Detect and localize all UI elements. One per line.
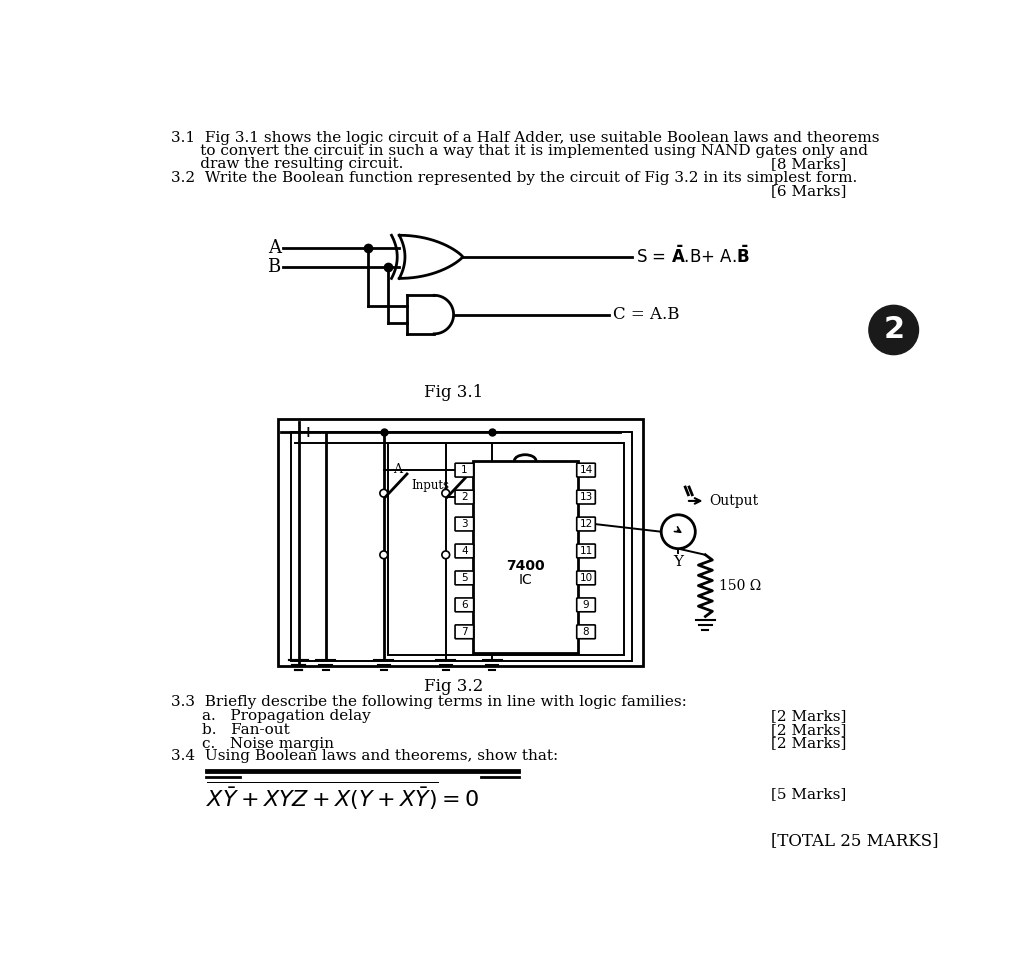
Text: Output: Output [710,494,759,508]
FancyBboxPatch shape [577,490,595,504]
Text: 7400: 7400 [506,559,545,574]
Text: [2 Marks]: [2 Marks] [771,723,847,737]
Text: [5 Marks]: [5 Marks] [771,787,847,802]
Text: [2 Marks]: [2 Marks] [771,736,847,751]
FancyBboxPatch shape [577,571,595,584]
Text: Fig 3.2: Fig 3.2 [424,678,483,695]
Text: Fig 3.1: Fig 3.1 [424,384,483,401]
Circle shape [380,551,388,558]
FancyBboxPatch shape [455,571,474,584]
Text: 10: 10 [580,573,593,582]
Text: 4: 4 [461,546,468,556]
Text: A: A [267,240,281,257]
Text: c.   Noise margin: c. Noise margin [202,736,334,751]
FancyBboxPatch shape [577,463,595,477]
Text: 3: 3 [461,519,468,529]
Text: b.   Fan-out: b. Fan-out [202,723,290,737]
Text: $\overline{X\bar{Y} + XYZ + X(Y + X\bar{Y})} = 0$: $\overline{X\bar{Y} + XYZ + X(Y + X\bar{… [206,780,478,812]
Text: to convert the circuit in such a way that it is implemented using NAND gates onl: to convert the circuit in such a way tha… [171,144,867,158]
Text: 7: 7 [461,627,468,637]
FancyBboxPatch shape [577,625,595,639]
Bar [473,461,578,653]
Text: 2: 2 [461,492,468,502]
FancyBboxPatch shape [455,544,474,558]
Text: 3.1  Fig 3.1 shows the logic circuit of a Half Adder, use suitable Boolean laws : 3.1 Fig 3.1 shows the logic circuit of a… [171,131,880,145]
Text: a.   Propagation delay: a. Propagation delay [202,709,371,723]
Circle shape [380,490,388,497]
Text: 2: 2 [883,316,904,345]
Text: +: + [302,425,314,440]
Text: 8: 8 [583,627,590,637]
Text: Y: Y [673,554,683,569]
Text: IC: IC [518,573,532,587]
FancyBboxPatch shape [455,625,474,639]
FancyBboxPatch shape [577,598,595,611]
Text: [6 Marks]: [6 Marks] [771,184,847,198]
Circle shape [442,490,450,497]
Polygon shape [434,296,454,334]
Text: A: A [393,464,402,476]
FancyBboxPatch shape [455,490,474,504]
Circle shape [869,305,919,355]
Text: draw the resulting circuit.: draw the resulting circuit. [171,157,403,172]
Text: S = $\mathbf{\bar{A}}$.B+ A.$\mathbf{\bar{B}}$: S = $\mathbf{\bar{A}}$.B+ A.$\mathbf{\ba… [636,246,751,268]
Text: 6: 6 [461,600,468,610]
Text: [2 Marks]: [2 Marks] [771,709,847,723]
Text: [8 Marks]: [8 Marks] [771,157,847,172]
Text: 5: 5 [461,573,468,582]
Bar [278,418,643,667]
Bar [291,432,632,661]
Text: B: B [457,464,466,476]
Text: B: B [267,258,281,276]
Polygon shape [399,236,463,278]
Text: [TOTAL 25 MARKS]: [TOTAL 25 MARKS] [771,832,939,849]
FancyBboxPatch shape [577,517,595,531]
Text: 14: 14 [580,465,593,475]
Text: 1: 1 [461,465,468,475]
Text: 3.3  Briefly describe the following terms in line with logic families:: 3.3 Briefly describe the following terms… [171,695,686,709]
Text: C = A.B: C = A.B [613,306,680,323]
Circle shape [442,551,450,558]
FancyBboxPatch shape [455,463,474,477]
Bar [388,443,624,655]
FancyBboxPatch shape [455,517,474,531]
Text: 3.2  Write the Boolean function represented by the circuit of Fig 3.2 in its sim: 3.2 Write the Boolean function represent… [171,171,857,185]
Text: 13: 13 [580,492,593,502]
Text: 11: 11 [580,546,593,556]
Text: 9: 9 [583,600,590,610]
Text: 150 Ω: 150 Ω [719,579,762,592]
FancyBboxPatch shape [577,544,595,558]
Text: Inputs: Inputs [411,479,449,492]
FancyBboxPatch shape [455,598,474,611]
Text: 3.4  Using Boolean laws and theorems, show that:: 3.4 Using Boolean laws and theorems, sho… [171,749,558,763]
Circle shape [662,515,695,549]
Text: 12: 12 [580,519,593,529]
